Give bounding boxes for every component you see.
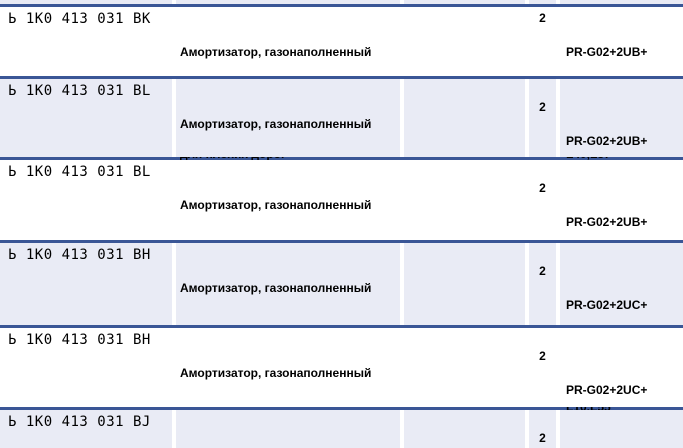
description-cell: Амортизатор, газонаполненный F >> 1K-6-5… xyxy=(176,410,400,448)
pr-codes-cell: PR-G02+2UC+ L75,L03,L74, L10,L55 xyxy=(560,243,683,414)
spacer-cell xyxy=(404,0,525,4)
description-line: Амортизатор, газонаполненный xyxy=(180,366,372,380)
spacer-cell xyxy=(404,160,525,240)
quantity: 2 xyxy=(529,160,556,240)
description-cell: Амортизатор, газонаполненный F 1K-6-525 … xyxy=(176,328,400,431)
pr-code-line: PR-G02+2UC+ xyxy=(566,298,648,312)
description-cell: Амортизатор, газонаполненный F 1K-6-525 … xyxy=(176,160,400,365)
description-line: Амортизатор, газонаполненный xyxy=(180,198,372,212)
table-row[interactable]: Ь 1K0 413 031 BL Амортизатор, газонаполн… xyxy=(0,76,683,284)
description-line: Амортизатор, газонаполненный xyxy=(180,45,372,59)
quantity: 2 xyxy=(529,243,556,325)
description-cell xyxy=(176,0,400,4)
part-number: Ь 1K0 413 031 BH xyxy=(0,243,172,325)
quantity: 2 xyxy=(529,79,556,157)
description-cell: Амортизатор, газонаполненный для а/м с п… xyxy=(176,7,400,161)
pr-codes-cell xyxy=(560,0,683,4)
part-number-cell xyxy=(0,0,172,4)
description-cell: Амортизатор, газонаполненный F >> 1K-6-5… xyxy=(176,243,400,397)
description-cell: Амортизатор, газонаполненный F >> 1K-6-5… xyxy=(176,79,400,284)
table-row-partial-top xyxy=(0,0,683,4)
quantity-cell xyxy=(529,0,556,4)
part-number: Ь 1K0 413 031 BL xyxy=(0,79,172,157)
description-line: Амортизатор, газонаполненный xyxy=(180,117,372,131)
quantity: 2 xyxy=(529,7,556,76)
pr-code-line: PR-G02+2UB+ xyxy=(566,45,648,59)
pr-codes-cell: PR-G02+2UC+ xyxy=(560,410,683,448)
pr-code-line: PR-G02+2UB+ xyxy=(566,215,648,229)
pr-codes-cell: PR-G02+2UB+ L06,L07,L13, L40,L57 xyxy=(560,7,683,161)
pr-codes-cell: PR-G02+2UC+ L03,L74,L10, L55 xyxy=(560,328,683,448)
pr-codes-cell: PR-G02+2UB+ L60,L61 xyxy=(560,160,683,280)
pr-code-line: PR-G02+2UC+ xyxy=(566,383,648,397)
quantity: 2 xyxy=(529,410,556,448)
pr-code-line: PR-G02+2UB+ xyxy=(566,134,648,148)
spacer-cell xyxy=(404,410,525,448)
part-number: Ь 1K0 413 031 BJ xyxy=(0,410,172,448)
part-number: Ь 1K0 413 031 BL xyxy=(0,160,172,240)
table-row[interactable]: Ь 1K0 413 031 BK Амортизатор, газонаполн… xyxy=(0,4,683,161)
quantity: 2 xyxy=(529,328,556,407)
description-line: Амортизатор, газонаполненный xyxy=(180,281,372,295)
spacer-cell xyxy=(404,243,525,325)
table-row[interactable]: Ь 1K0 413 031 BL Амортизатор, газонаполн… xyxy=(0,157,683,365)
table-row[interactable]: Ь 1K0 413 031 BJ Амортизатор, газонаполн… xyxy=(0,407,683,448)
spacer-cell xyxy=(404,328,525,407)
part-number: Ь 1K0 413 031 BK xyxy=(0,7,172,76)
table-row[interactable]: Ь 1K0 413 031 BH Амортизатор, газонаполн… xyxy=(0,240,683,414)
spacer-cell xyxy=(404,79,525,157)
table-row[interactable]: Ь 1K0 413 031 BH Амортизатор, газонаполн… xyxy=(0,325,683,448)
spacer-cell xyxy=(404,7,525,76)
part-number: Ь 1K0 413 031 BH xyxy=(0,328,172,407)
pr-codes-cell: PR-G02+2UB+ L60,L61,L66 xyxy=(560,79,683,199)
